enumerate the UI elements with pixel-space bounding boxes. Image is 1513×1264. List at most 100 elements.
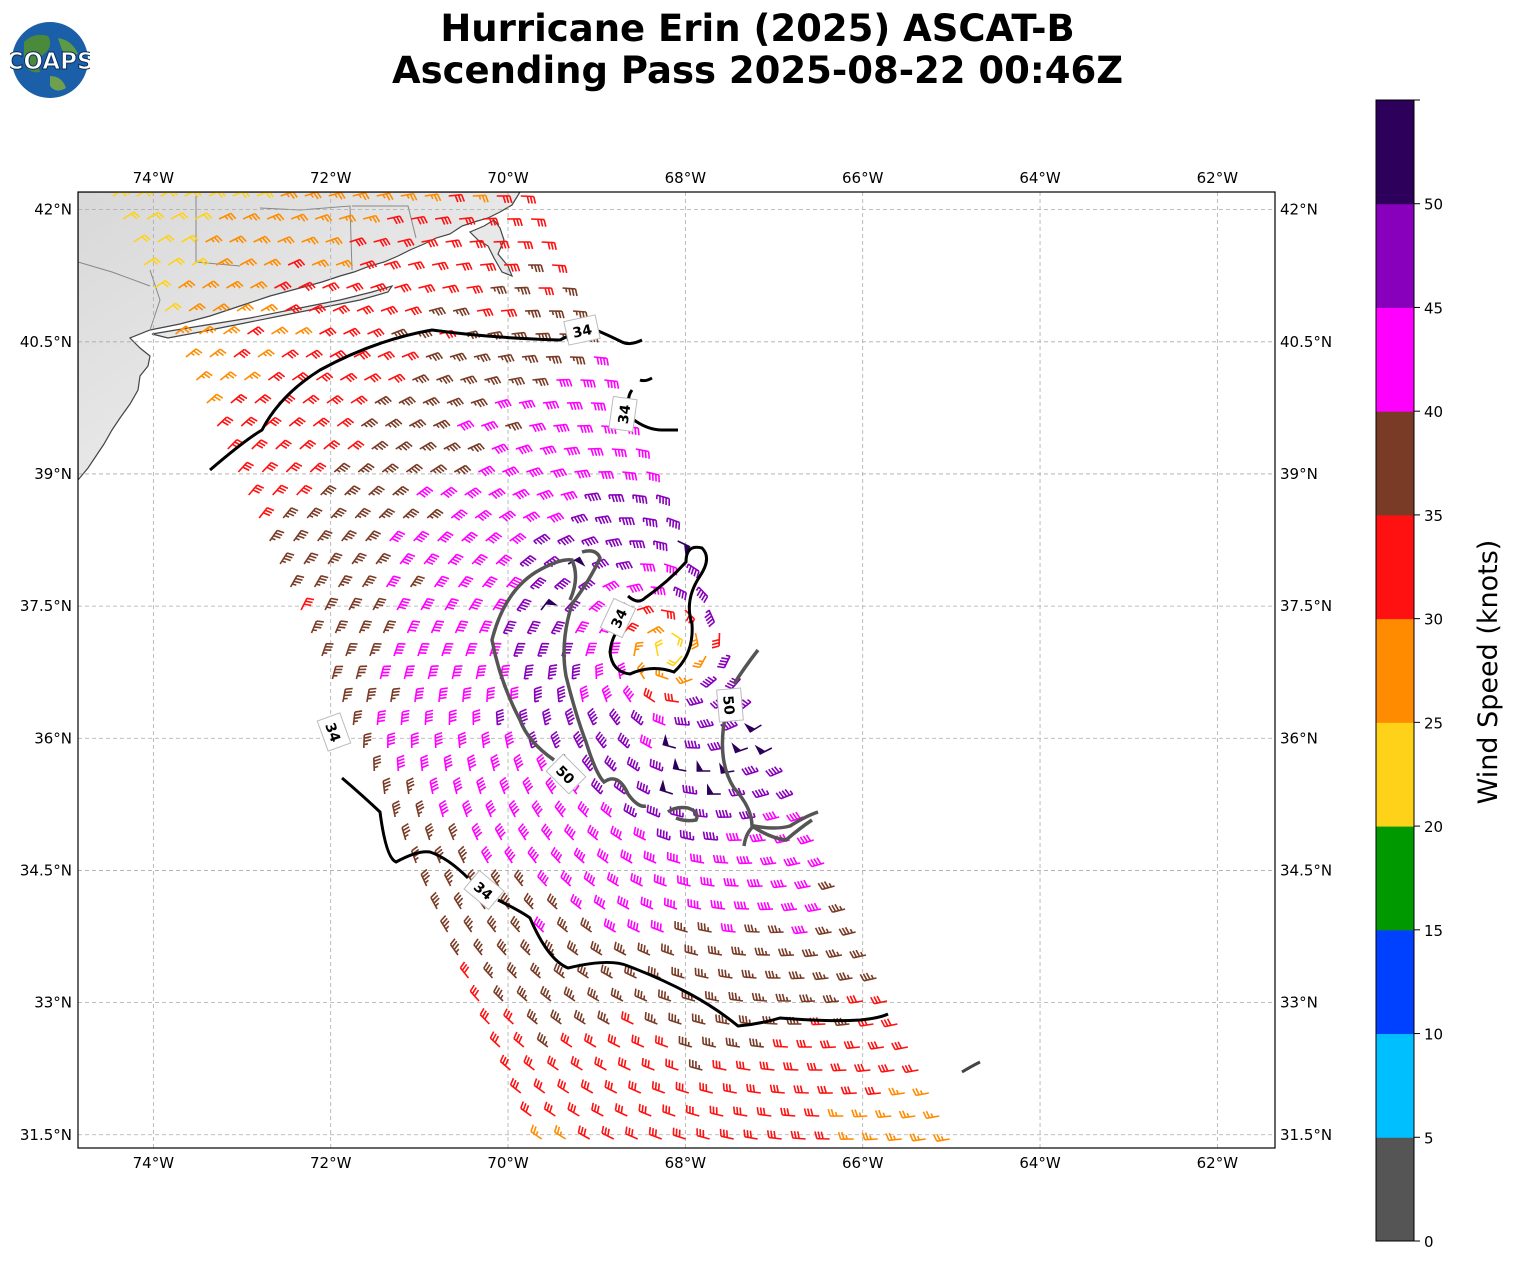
colorbar-bin-5-10	[1376, 1033, 1414, 1138]
wind-barb-150	[339, 372, 358, 383]
wind-barb-737	[922, 1110, 940, 1120]
lat-tick-label-left: 33°N	[34, 994, 72, 1012]
wind-barb-612	[459, 961, 470, 979]
wind-barb-105	[524, 309, 542, 318]
wind-barb-45	[349, 237, 367, 247]
wind-barb-278	[461, 531, 478, 544]
wind-barb-60	[287, 258, 306, 269]
wind-barb-669	[560, 1032, 573, 1048]
wind-barb-431	[743, 723, 762, 733]
wind-barb-97	[332, 304, 351, 315]
wind-barb-625	[764, 970, 781, 979]
wind-barb-7	[280, 192, 298, 199]
wind-barb-332	[492, 598, 508, 611]
wind-barb-539	[807, 857, 825, 868]
land-mass	[78, 192, 521, 481]
wind-barb-711	[722, 1083, 737, 1094]
wind-barb-56	[191, 257, 210, 266]
colorbar-tick-label: 30	[1424, 611, 1443, 629]
wind-barb-159	[556, 378, 573, 388]
wind-barb-442	[595, 731, 607, 749]
colorbar-bin-40-45	[1376, 307, 1414, 412]
wind-barb-509	[517, 823, 530, 841]
wind-barb-726	[662, 1104, 676, 1117]
wind-barb-198	[227, 438, 244, 450]
wind-barb-656	[668, 1012, 682, 1025]
wind-barb-653	[597, 1010, 610, 1025]
wind-barb-113	[295, 326, 313, 335]
wind-barb-189	[432, 419, 451, 430]
wind-barb-219	[309, 462, 327, 473]
wind-barb-484	[751, 788, 770, 799]
wind-barb-719	[912, 1087, 929, 1097]
wind-barb-556	[793, 879, 811, 890]
lat-tick-label-right: 39°N	[1280, 465, 1318, 483]
wind-barb-473	[499, 776, 510, 795]
wind-barb-186	[360, 418, 379, 428]
wind-barb-667	[513, 1031, 525, 1048]
wind-barb-683	[891, 1041, 909, 1051]
lat-tick-label-left: 36°N	[34, 729, 72, 747]
wind-barb-510	[541, 823, 553, 841]
wind-barb-744	[672, 1127, 686, 1140]
wind-barb-673	[654, 1035, 669, 1048]
wind-barb-274	[365, 530, 382, 542]
wind-barb-44	[325, 236, 343, 246]
wind-barb-115	[343, 327, 361, 338]
wind-barb-145	[219, 371, 237, 381]
wind-barb-195	[577, 424, 594, 434]
wind-barb-481	[682, 784, 698, 795]
wind-barb-548	[606, 871, 620, 887]
wind-barb-602	[637, 942, 651, 956]
wind-barb-543	[490, 869, 501, 887]
colorbar-tick-label: 5	[1424, 1129, 1434, 1147]
wind-barb-279	[485, 532, 503, 544]
wind-barb-490	[485, 799, 497, 818]
wind-barb-355	[622, 622, 640, 634]
wind-barb-462	[649, 758, 664, 772]
wind-barb-505	[424, 822, 435, 841]
wind-barb-36	[133, 234, 151, 243]
wind-barb-460	[604, 755, 617, 772]
wind-barb-23	[242, 212, 261, 221]
wind-barb-248	[584, 492, 602, 502]
colorbar-bin-0-5	[1376, 1137, 1414, 1242]
wind-barb-418	[448, 709, 457, 726]
wind-barb-639	[681, 990, 696, 1002]
wind-barb-382	[427, 665, 439, 680]
wind-barb-715	[817, 1085, 833, 1094]
wind-barb-371	[585, 642, 597, 657]
lon-tick-label-top: 66°W	[842, 169, 884, 187]
wind-barb-571	[733, 901, 750, 910]
wind-barb-622	[694, 967, 709, 979]
wind-barb-638	[657, 989, 672, 1002]
wind-barb-10	[352, 192, 370, 201]
wind-barb-687	[570, 1055, 583, 1071]
wind-barb-584	[627, 919, 640, 933]
wind-barb-9	[328, 192, 346, 200]
wind-barb-224	[429, 464, 448, 474]
wind-barb-265	[570, 513, 589, 524]
wind-barb-250	[632, 494, 648, 505]
wind-barb-530	[596, 848, 609, 864]
wind-barb-256	[354, 507, 371, 519]
wind-barb-745	[696, 1128, 710, 1140]
wind-barb-80	[346, 282, 364, 292]
wind-barb-517	[702, 831, 719, 841]
wind-barb-546	[560, 870, 573, 887]
wind-barb-701	[901, 1064, 919, 1074]
wind-barb-312	[433, 575, 450, 588]
wind-barb-374	[654, 639, 663, 657]
wind-barb-367	[489, 642, 502, 657]
wind-barb-183	[288, 417, 306, 427]
wind-barb-676	[725, 1037, 741, 1048]
lon-tick-label-top: 74°W	[133, 169, 175, 187]
wind-barb-703	[533, 1078, 546, 1094]
wind-barb-621	[671, 966, 685, 979]
wind-barb-75	[226, 280, 244, 289]
wind-barb-387	[547, 664, 558, 680]
wind-barb-501	[738, 810, 756, 820]
wind-barb-167	[326, 395, 344, 405]
wind-barb-646	[846, 995, 864, 1004]
lat-tick-label-right: 42°N	[1280, 201, 1318, 219]
